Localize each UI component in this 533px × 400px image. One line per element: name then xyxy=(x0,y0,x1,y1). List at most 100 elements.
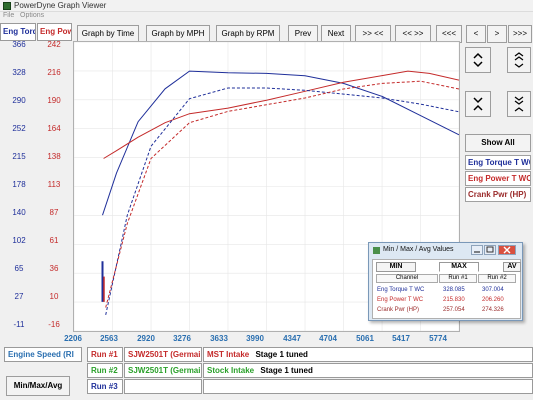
row-run1-value: 328.085 xyxy=(443,287,465,293)
power-tick: 61 xyxy=(49,236,59,245)
tab-min[interactable]: MIN xyxy=(376,262,416,272)
torque-tick: 366 xyxy=(12,40,26,49)
torque-tick: 290 xyxy=(12,96,26,105)
power-tick: 216 xyxy=(47,68,61,77)
x-tick: 5417 xyxy=(392,334,410,343)
run-label: Run #2 xyxy=(91,366,118,375)
menu-file[interactable]: File xyxy=(3,12,15,19)
legend-crank[interactable]: Crank Pwr (HP) xyxy=(465,187,531,202)
power-tick: 36 xyxy=(49,264,59,273)
expand-vertical-icon xyxy=(473,52,483,68)
maximize-icon xyxy=(486,246,494,253)
last-button[interactable]: >>> xyxy=(508,25,532,43)
series-line-eng-power-t-wc-solid xyxy=(103,70,460,159)
zoom-in-y2-button[interactable] xyxy=(507,47,531,73)
app-icon xyxy=(3,2,11,10)
row-run2-value: 206.260 xyxy=(482,297,504,303)
collapse-vertical-icon xyxy=(473,97,483,111)
run-note: Stage 1 tuned xyxy=(260,366,313,375)
row-channel: Crank Pwr (HP) xyxy=(377,307,420,313)
series-line-eng-torque-t-wc-solid xyxy=(102,70,460,216)
run-intake: Stock Intake xyxy=(207,366,255,375)
title-bar: PowerDyne Graph Viewer xyxy=(0,0,533,12)
zoom-in-y-button[interactable] xyxy=(465,47,491,73)
torque-tick: 102 xyxy=(12,236,26,245)
x-tick: 3633 xyxy=(210,334,228,343)
run-3-notes xyxy=(203,379,533,394)
x-axis-channel-selector[interactable]: Engine Speed (RI xyxy=(4,347,82,362)
torque-tick: 252 xyxy=(12,124,26,133)
run-1-notes: MST Intake Stage 1 tuned xyxy=(203,347,533,362)
column-channel: Channel xyxy=(376,274,438,283)
zoom-out-y2-button[interactable] xyxy=(507,91,531,117)
run-2-notes: Stock Intake Stage 1 tuned xyxy=(203,363,533,378)
dialog-title: Min / Max / Avg Values xyxy=(383,246,454,253)
expand-vertical-icon xyxy=(514,52,524,68)
x-tick: 5061 xyxy=(356,334,374,343)
scroll-right-button[interactable]: > xyxy=(487,25,507,43)
torque-tick: 140 xyxy=(12,208,26,217)
collapse-vertical-icon xyxy=(514,96,524,112)
torque-axis-header[interactable]: Eng Torq xyxy=(0,23,36,41)
x-tick: 5774 xyxy=(429,334,447,343)
menu-options[interactable]: Options xyxy=(20,12,45,19)
run-3-name[interactable] xyxy=(124,379,202,394)
close-button[interactable] xyxy=(498,245,516,255)
torque-tick: 65 xyxy=(14,264,24,273)
run-1-name[interactable]: SJW2501T (Germaine xyxy=(124,347,202,362)
run-intake: MST Intake xyxy=(207,350,250,359)
series-line-eng-torque-t-wc-dashed xyxy=(105,87,460,316)
power-tick: 242 xyxy=(47,40,61,49)
dialog-icon xyxy=(373,247,380,254)
run-note: Stage 1 tuned xyxy=(255,350,308,359)
power-tick: 10 xyxy=(49,292,59,301)
x-tick: 3276 xyxy=(173,334,191,343)
window-title: PowerDyne Graph Viewer xyxy=(14,1,107,10)
run-3-label[interactable]: Run #3 xyxy=(87,379,123,394)
power-tick: 87 xyxy=(49,208,59,217)
maximize-button[interactable] xyxy=(484,245,496,255)
torque-tick: 27 xyxy=(14,292,24,301)
power-tick: 190 xyxy=(47,96,61,105)
run-2-name[interactable]: SJW2501T (Germaine xyxy=(124,363,202,378)
x-tick: 4347 xyxy=(283,334,301,343)
torque-tick: -11 xyxy=(13,320,25,329)
torque-tick: 178 xyxy=(12,180,26,189)
torque-tick: 215 xyxy=(12,152,26,161)
row-run2-value: 274.326 xyxy=(482,307,504,313)
min-max-avg-dialog[interactable]: Min / Max / Avg Values MIN MAX AV Channe… xyxy=(368,242,523,321)
min-max-avg-button[interactable]: Min/Max/Avg xyxy=(6,376,70,396)
power-tick: 113 xyxy=(47,180,61,189)
row-run1-value: 257.054 xyxy=(443,307,465,313)
run-1-label[interactable]: Run #1 xyxy=(87,347,123,362)
power-tick: 164 xyxy=(47,124,61,133)
x-tick: 2920 xyxy=(137,334,155,343)
x-tick: 2206 xyxy=(64,334,82,343)
close-icon xyxy=(503,246,511,254)
show-all-button[interactable]: Show All xyxy=(465,134,531,152)
x-tick: 4704 xyxy=(319,334,337,343)
scroll-left-button[interactable]: < xyxy=(466,25,486,43)
torque-tick: 328 xyxy=(12,68,26,77)
series-line-crank-pwr-hp--dashed xyxy=(105,80,460,308)
tab-max[interactable]: MAX xyxy=(439,262,479,272)
x-tick: 3990 xyxy=(246,334,264,343)
column-run1: Run #1 xyxy=(439,274,477,283)
legend-power[interactable]: Eng Power T WC xyxy=(465,171,531,186)
dialog-content: MIN MAX AV Channel Run #1 Run #2 Eng Tor… xyxy=(372,259,521,319)
x-tick: 2563 xyxy=(100,334,118,343)
power-tick: 138 xyxy=(47,152,61,161)
minimize-button[interactable] xyxy=(471,245,483,255)
fast-back-button[interactable]: << >> xyxy=(395,25,431,43)
tab-avg[interactable]: AV xyxy=(503,262,521,272)
column-run2: Run #2 xyxy=(478,274,516,283)
zoom-out-y-button[interactable] xyxy=(465,91,491,117)
run-label: Run #1 xyxy=(91,350,118,359)
run-label: Run #3 xyxy=(91,382,118,391)
legend-torque[interactable]: Eng Torque T WC xyxy=(465,155,531,170)
row-channel: Eng Power T WC xyxy=(377,297,424,303)
power-axis-header[interactable]: Eng Pow xyxy=(37,23,72,41)
minimize-icon xyxy=(474,251,480,253)
row-run1-value: 215.830 xyxy=(443,297,465,303)
run-2-label[interactable]: Run #2 xyxy=(87,363,123,378)
